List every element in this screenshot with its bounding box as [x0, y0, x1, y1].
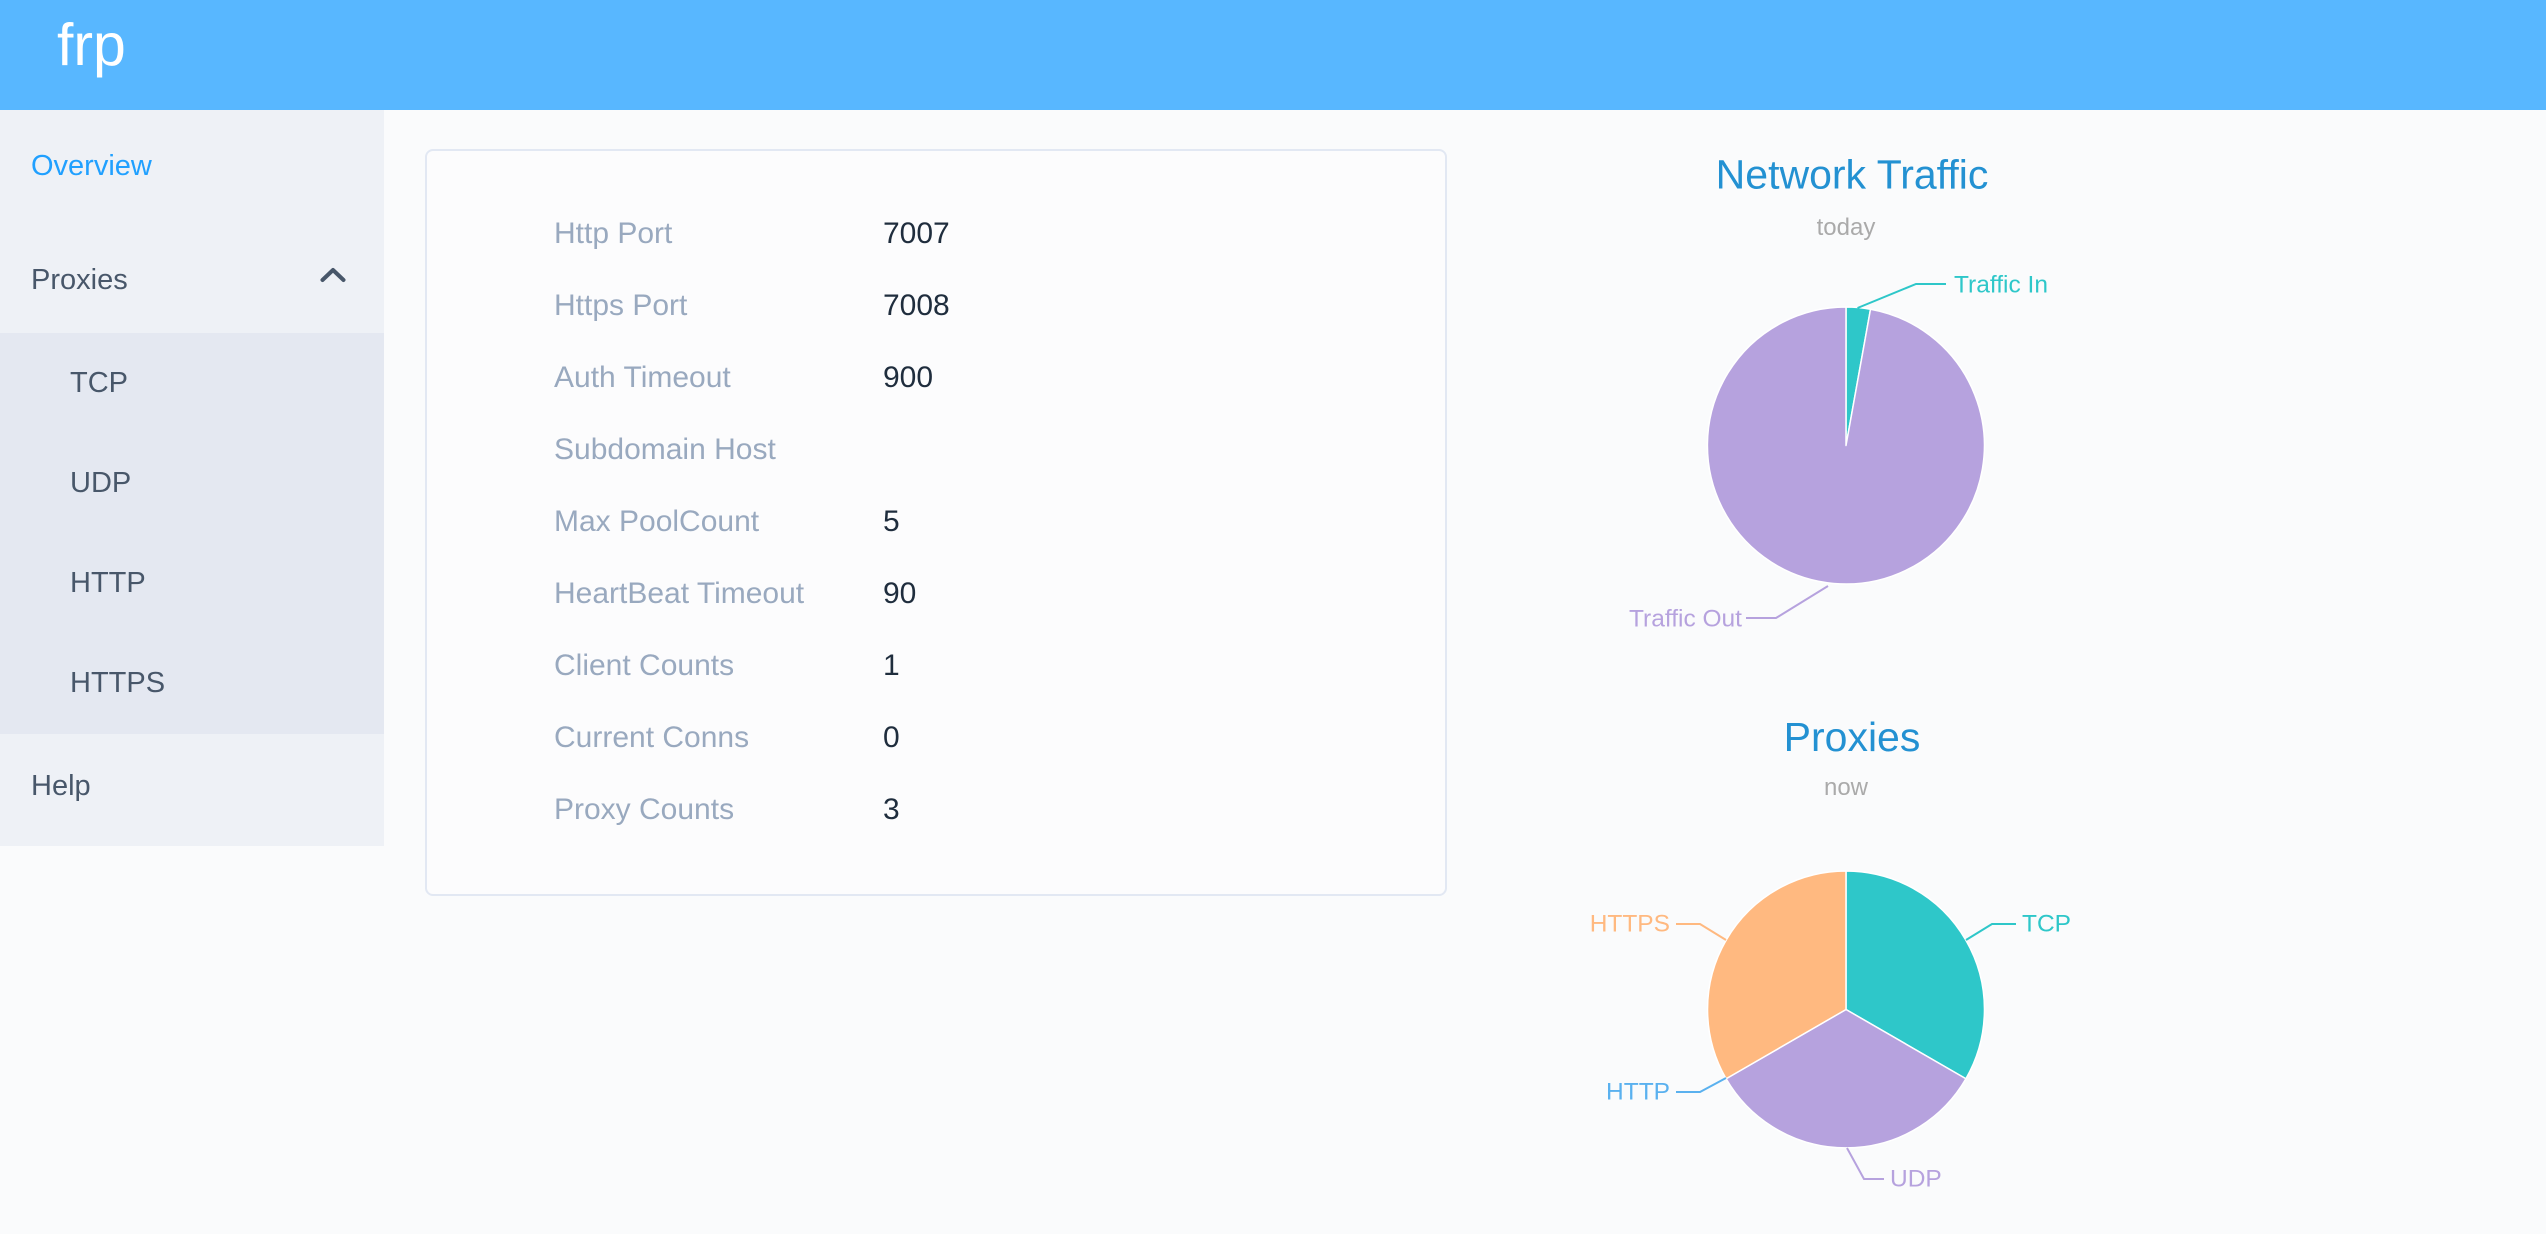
- svg-text:Proxies: Proxies: [1784, 714, 1921, 760]
- svg-text:UDP: UDP: [1890, 1166, 1942, 1193]
- svg-text:HTTPS: HTTPS: [1590, 911, 1670, 938]
- svg-text:HTTP: HTTP: [1606, 1079, 1670, 1106]
- svg-text:Traffic Out: Traffic Out: [1629, 606, 1742, 633]
- svg-text:now: now: [1824, 774, 1869, 801]
- svg-text:Traffic In: Traffic In: [1954, 272, 2048, 299]
- svg-text:today: today: [1817, 214, 1876, 241]
- svg-text:Network Traffic: Network Traffic: [1716, 152, 1989, 198]
- svg-text:TCP: TCP: [2022, 911, 2071, 938]
